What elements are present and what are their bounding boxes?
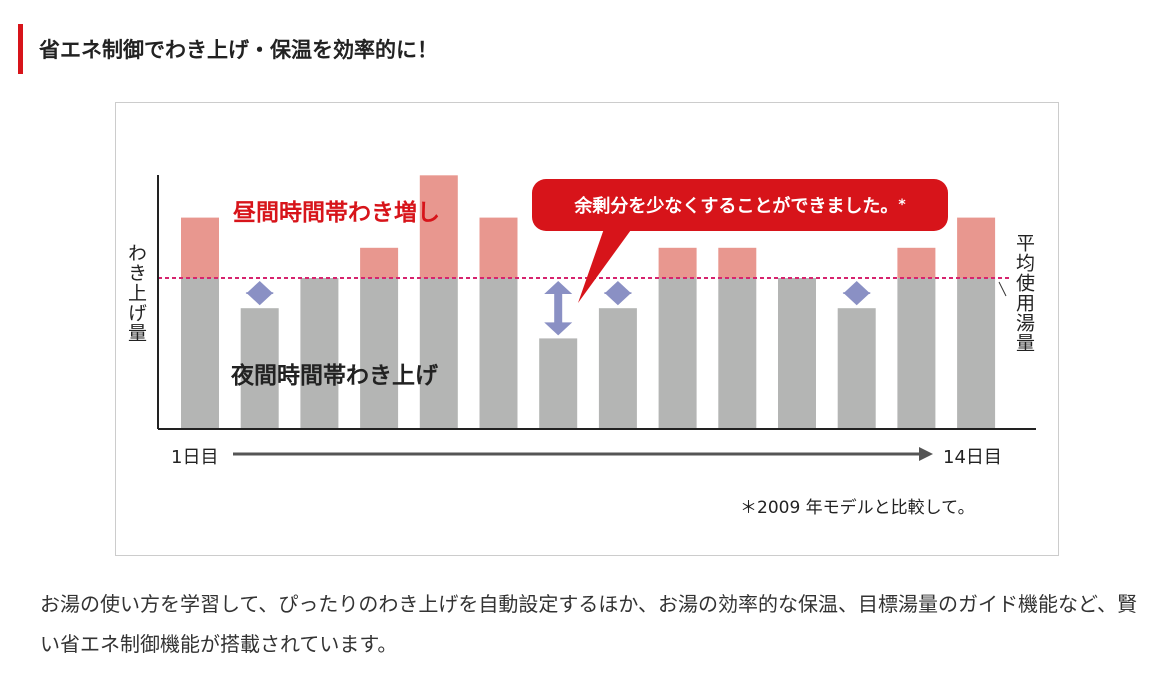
- callout-box: [532, 179, 948, 231]
- night-bar: [539, 338, 578, 429]
- section-heading: 省エネ制御でわき上げ・保温を効率的に！: [18, 24, 438, 74]
- day-bar: [897, 247, 936, 278]
- night-label: 夜間時間帯わき上げ: [231, 363, 438, 389]
- callout-tail: [578, 223, 636, 303]
- day-bar: [718, 247, 757, 278]
- day-bar: [957, 217, 996, 278]
- night-bar: [300, 278, 339, 429]
- night-bar: [897, 278, 936, 429]
- night-bar: [360, 278, 399, 429]
- time-arrow-head: [919, 447, 933, 461]
- night-bar: [479, 278, 518, 429]
- night-bar: [598, 308, 637, 429]
- reduction-arrow-down: [544, 322, 573, 336]
- day-bar: [419, 175, 458, 278]
- average-leader: [998, 281, 1007, 297]
- night-bar: [718, 278, 757, 429]
- reduction-arrow-down: [603, 292, 632, 306]
- night-bar: [419, 278, 458, 429]
- night-bar: [181, 278, 219, 429]
- night-bar: [658, 278, 697, 429]
- x-start-label: 1日目: [171, 447, 219, 468]
- day-label: 昼間時間帯わき増し: [233, 200, 440, 226]
- day-bar: [479, 217, 518, 278]
- y-axis-label: わき上げ量: [125, 243, 147, 343]
- reduction-arrow-up: [842, 281, 871, 294]
- chart-figure: 昼間時間帯わき増し 夜間時間帯わき上げ わき上げ量 平均使用湯量 1日目 14日…: [115, 102, 1059, 556]
- x-end-label: 14日目: [943, 447, 1002, 468]
- night-bar: [957, 278, 996, 429]
- reduction-arrow-down: [842, 292, 871, 306]
- reduction-arrow-up: [603, 281, 632, 294]
- night-bar: [778, 278, 816, 429]
- day-bar: [360, 247, 399, 278]
- heading-text: 省エネ制御でわき上げ・保温を効率的に！: [39, 38, 438, 62]
- description: お湯の使い方を学習して、ぴったりのわき上げを自動設定するほか、お湯の効率的な保温…: [40, 592, 1137, 656]
- reduction-arrow-up: [544, 281, 573, 294]
- day-bar: [658, 247, 697, 278]
- reduction-arrow-down: [245, 292, 274, 306]
- callout: 余剰分を少なくすることができました。 *: [534, 181, 946, 229]
- callout-mark: *: [898, 197, 906, 213]
- night-bar: [240, 308, 279, 429]
- day-bar: [181, 217, 219, 278]
- footnote: ＊2009 年モデルと比較して。: [740, 498, 975, 518]
- night-bar: [837, 308, 876, 429]
- callout-text: 余剰分を少なくすることができました。: [574, 196, 899, 217]
- bar-chart: [157, 175, 1036, 461]
- reduction-arrow-up: [245, 281, 274, 294]
- average-label: 平均使用湯量: [1013, 233, 1035, 353]
